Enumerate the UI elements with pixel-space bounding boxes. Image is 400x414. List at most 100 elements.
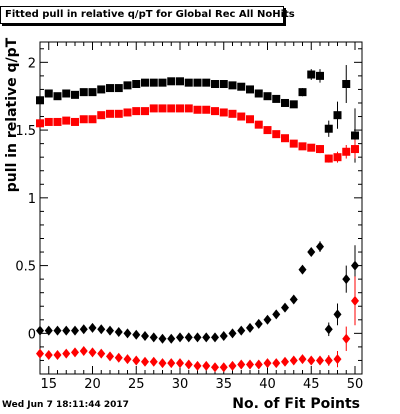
data-point <box>106 325 114 336</box>
data-point <box>53 350 62 361</box>
data-point <box>272 309 281 320</box>
data-point <box>324 154 333 163</box>
y-tick-label: 1.5 <box>15 124 36 139</box>
y-axis-label-container: pull in relative q/pT <box>2 30 22 200</box>
y-tick-label: 0.5 <box>15 260 36 275</box>
data-point <box>272 358 281 369</box>
data-point <box>44 117 53 126</box>
data-point <box>281 302 289 313</box>
data-point <box>202 360 211 371</box>
data-point <box>184 332 193 343</box>
data-point <box>324 324 333 335</box>
data-point <box>193 360 202 371</box>
data-point <box>79 345 88 356</box>
data-point <box>254 318 263 329</box>
y-tick-label: 2 <box>28 56 36 71</box>
data-point <box>176 332 184 343</box>
data-point <box>132 355 141 366</box>
data-point <box>97 111 106 120</box>
data-point <box>237 112 246 121</box>
data-point <box>324 355 333 366</box>
data-point <box>36 348 44 359</box>
data-point <box>106 84 114 93</box>
data-point <box>36 96 44 105</box>
data-point <box>202 78 211 87</box>
data-point <box>211 107 219 116</box>
x-tick-label: 25 <box>128 377 145 392</box>
timestamp: Wed Jun 7 18:11:44 2017 <box>2 400 129 410</box>
data-point <box>79 88 88 97</box>
data-point <box>298 354 307 365</box>
data-point <box>281 134 289 143</box>
data-point <box>307 70 316 79</box>
data-point <box>289 100 298 109</box>
data-point <box>193 78 202 87</box>
data-point <box>281 356 289 367</box>
data-point <box>114 352 123 363</box>
data-point <box>149 78 158 87</box>
data-point <box>342 80 351 89</box>
data-point <box>351 145 359 154</box>
data-point <box>176 104 184 113</box>
data-point <box>184 359 193 370</box>
x-tick-label: 45 <box>303 377 320 392</box>
data-point <box>228 360 237 371</box>
data-point <box>342 333 351 344</box>
data-point <box>44 325 53 336</box>
data-point <box>246 359 254 370</box>
data-point <box>53 117 62 126</box>
data-point <box>132 80 141 89</box>
x-tick-label: 30 <box>172 377 189 392</box>
data-point <box>114 326 123 337</box>
data-point <box>88 88 97 97</box>
data-point <box>114 84 123 93</box>
data-point <box>114 109 123 118</box>
data-point <box>237 359 246 370</box>
data-point <box>167 104 176 113</box>
data-point <box>184 104 193 113</box>
y-tick-label: 1 <box>28 192 36 207</box>
data-point <box>281 98 289 107</box>
data-point <box>351 260 359 271</box>
data-point <box>167 333 176 344</box>
data-point <box>149 332 158 343</box>
data-point <box>44 89 53 98</box>
data-point <box>149 104 158 113</box>
data-point <box>123 354 132 365</box>
data-point <box>141 78 149 87</box>
data-point <box>219 331 228 342</box>
data-point <box>36 119 44 128</box>
data-point <box>123 81 132 90</box>
x-tick-label: 50 <box>347 377 364 392</box>
y-axis-label: pull in relative q/pT <box>4 37 20 193</box>
data-point <box>289 139 298 148</box>
data-point <box>176 358 184 369</box>
data-point <box>333 153 342 162</box>
data-point <box>158 333 167 344</box>
data-point <box>202 105 211 114</box>
data-point <box>298 142 307 151</box>
data-point <box>316 71 324 80</box>
data-point <box>237 82 246 91</box>
data-point <box>342 274 351 285</box>
data-point <box>132 329 141 340</box>
data-point <box>219 362 228 373</box>
plot-frame <box>39 41 363 375</box>
data-point <box>44 350 53 361</box>
data-point <box>62 89 71 98</box>
data-point <box>333 354 342 365</box>
data-point <box>228 109 237 118</box>
title-box: Fitted pull in relative q/pT for Global … <box>0 6 295 24</box>
data-point <box>307 247 316 258</box>
x-tick-label: 15 <box>40 377 57 392</box>
x-tick-label: 35 <box>215 377 232 392</box>
data-point <box>106 351 114 362</box>
data-point <box>158 78 167 87</box>
data-point <box>88 322 97 333</box>
x-axis-label: No. of Fit Points <box>232 396 360 412</box>
data-point <box>211 362 219 373</box>
data-point <box>219 108 228 117</box>
data-point <box>176 77 184 86</box>
